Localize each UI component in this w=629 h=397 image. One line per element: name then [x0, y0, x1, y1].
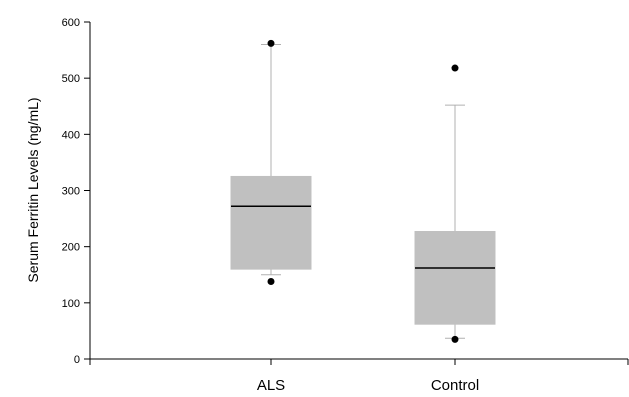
y-tick-label: 600 — [62, 17, 80, 29]
y-tick-label: 300 — [62, 186, 80, 198]
iqr-box — [230, 175, 312, 270]
y-tick-label: 100 — [62, 298, 80, 310]
axes: 0 100 200 300 400 500 600 ALS Control — [62, 17, 629, 394]
outlier-point — [267, 39, 275, 47]
y-axis-title: Serum Ferritin Levels (ng/mL) — [25, 97, 41, 282]
x-category-label: ALS — [257, 377, 285, 394]
box-control — [414, 64, 496, 343]
outlier-point — [451, 64, 459, 72]
box-plot-area — [230, 39, 496, 343]
outlier-point — [451, 335, 459, 343]
iqr-box — [414, 231, 496, 325]
outlier-point — [267, 277, 275, 285]
x-category-label: Control — [431, 377, 479, 394]
y-tick-label: 400 — [62, 129, 80, 141]
y-tick-label: 200 — [62, 242, 80, 254]
box-als — [230, 39, 312, 285]
y-tick-label: 0 — [74, 354, 80, 366]
y-tick-label: 500 — [62, 73, 80, 85]
